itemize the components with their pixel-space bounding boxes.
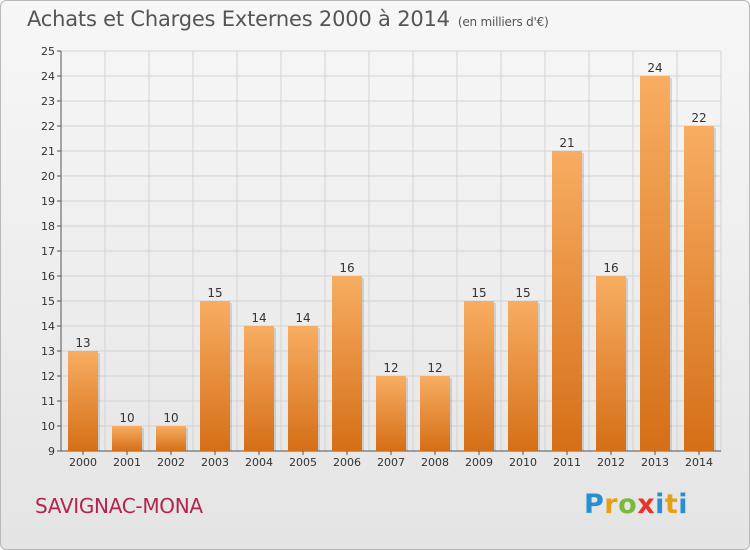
y-tick-label: 19	[41, 195, 55, 208]
y-tick-label: 18	[41, 220, 55, 233]
bar	[640, 76, 670, 451]
bar	[244, 326, 274, 451]
y-tick-label: 10	[41, 420, 55, 433]
x-tick-label: 2003	[201, 456, 229, 469]
data-label: 22	[691, 111, 706, 125]
bar	[596, 276, 626, 451]
data-label: 14	[251, 311, 266, 325]
bar	[156, 426, 186, 451]
x-tick-label: 2009	[465, 456, 493, 469]
data-label: 10	[119, 411, 134, 425]
x-tick-label: 2013	[641, 456, 669, 469]
bar	[68, 351, 98, 451]
y-tick-label: 21	[41, 145, 55, 158]
data-label: 14	[295, 311, 310, 325]
y-tick-label: 12	[41, 370, 55, 383]
data-label: 16	[339, 261, 354, 275]
y-tick-label: 11	[41, 395, 55, 408]
x-tick-label: 2014	[685, 456, 713, 469]
x-tick-label: 2007	[377, 456, 405, 469]
data-label: 12	[383, 361, 398, 375]
y-tick-label: 20	[41, 170, 55, 183]
y-tick-label: 24	[41, 70, 55, 83]
data-label: 21	[559, 136, 574, 150]
bar	[376, 376, 406, 451]
x-tick-label: 2012	[597, 456, 625, 469]
bar	[508, 301, 538, 451]
bar	[332, 276, 362, 451]
y-tick-labels: 9 10 11 12 13 14 15 16 17 18 19 20 21 22 23 24 25	[41, 45, 55, 458]
x-tick-label: 2002	[157, 456, 185, 469]
data-label: 10	[163, 411, 178, 425]
bars	[68, 76, 716, 451]
x-tick-label: 2004	[245, 456, 273, 469]
x-tick-label: 2010	[509, 456, 537, 469]
bar	[464, 301, 494, 451]
bar	[112, 426, 142, 451]
x-tick-label: 2001	[113, 456, 141, 469]
chart-title-text: Achats et Charges Externes 2000 à 2014	[27, 7, 450, 31]
y-tick-label: 14	[41, 320, 55, 333]
bar	[200, 301, 230, 451]
y-tick-label: 25	[41, 45, 55, 58]
data-label: 12	[427, 361, 442, 375]
place-name: SAVIGNAC-MONA	[35, 494, 203, 518]
data-label: 15	[471, 286, 486, 300]
y-tick-label: 17	[41, 245, 55, 258]
proxiti-logo: Proxiti	[584, 489, 689, 520]
y-tick-label: 23	[41, 95, 55, 108]
chart-subtitle: (en milliers d'€)	[457, 15, 549, 29]
bar	[552, 151, 582, 451]
data-label: 16	[603, 261, 618, 275]
data-label: 15	[207, 286, 222, 300]
y-tick-label: 9	[48, 445, 55, 458]
x-tick-label: 2006	[333, 456, 361, 469]
data-label: 24	[647, 61, 662, 75]
x-tick-label: 2000	[69, 456, 97, 469]
y-tick-label: 16	[41, 270, 55, 283]
bar	[288, 326, 318, 451]
bar	[420, 376, 450, 451]
data-label: 15	[515, 286, 530, 300]
x-tick-labels: 2000 2001 2002 2003 2004 2005 2006 2007 2008 2009…	[69, 456, 713, 469]
x-tick-label: 2011	[553, 456, 581, 469]
x-tick-label: 2005	[289, 456, 317, 469]
data-labels: 13 10 10 15 14 14 16 12 12 15 15 21 16 24 22	[75, 61, 706, 425]
data-label: 13	[75, 336, 90, 350]
chart-title: Achats et Charges Externes 2000 à 2014 (e…	[27, 7, 549, 31]
y-tick-label: 13	[41, 345, 55, 358]
y-tick-label: 22	[41, 120, 55, 133]
x-tick-label: 2008	[421, 456, 449, 469]
bar	[684, 126, 714, 451]
y-tick-label: 15	[41, 295, 55, 308]
